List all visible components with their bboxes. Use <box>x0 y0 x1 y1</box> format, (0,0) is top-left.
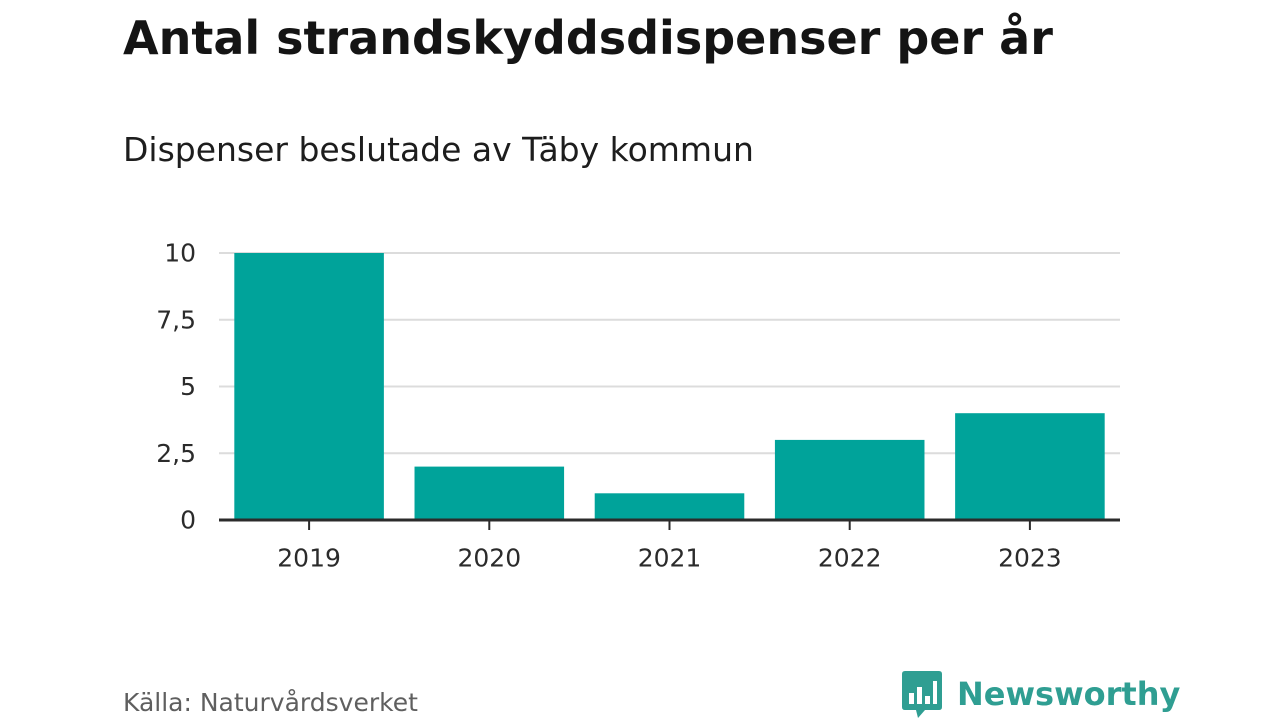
y-tick-label: 0 <box>180 506 196 535</box>
brand-logo[interactable]: Newsworthy <box>901 668 1180 720</box>
y-tick-label: 7,5 <box>156 305 196 334</box>
bar-2021 <box>594 493 745 520</box>
newsworthy-logo-icon <box>902 671 942 718</box>
chart-subtitle: Dispenser beslutade av Täby kommun <box>123 130 754 169</box>
x-tick-label: 2023 <box>998 544 1062 573</box>
y-axis-ticks: 0 2,5 5 7,5 10 <box>156 239 196 535</box>
bar-2019 <box>234 253 384 520</box>
x-tick-label: 2022 <box>818 544 882 573</box>
bar-2023 <box>955 413 1105 520</box>
x-axis-ticks: 2019 2020 2021 2022 2023 <box>277 520 1062 573</box>
source-note: Källa: Naturvårdsverket <box>123 688 418 717</box>
bars <box>234 253 1105 520</box>
brand-name: Newsworthy <box>957 675 1181 713</box>
bar-chart: 0 2,5 5 7,5 10 2019 2020 2021 2022 2023 <box>156 239 1120 573</box>
x-tick-label: 2020 <box>457 544 521 573</box>
x-tick-label: 2019 <box>277 544 341 573</box>
bar-2022 <box>774 439 925 520</box>
x-tick-label: 2021 <box>638 544 702 573</box>
y-tick-label: 10 <box>164 239 196 268</box>
bar-2020 <box>414 466 565 520</box>
y-tick-label: 5 <box>180 372 196 401</box>
y-tick-label: 2,5 <box>156 439 196 468</box>
chart-title: Antal strandskyddsdispenser per år <box>123 11 1053 65</box>
